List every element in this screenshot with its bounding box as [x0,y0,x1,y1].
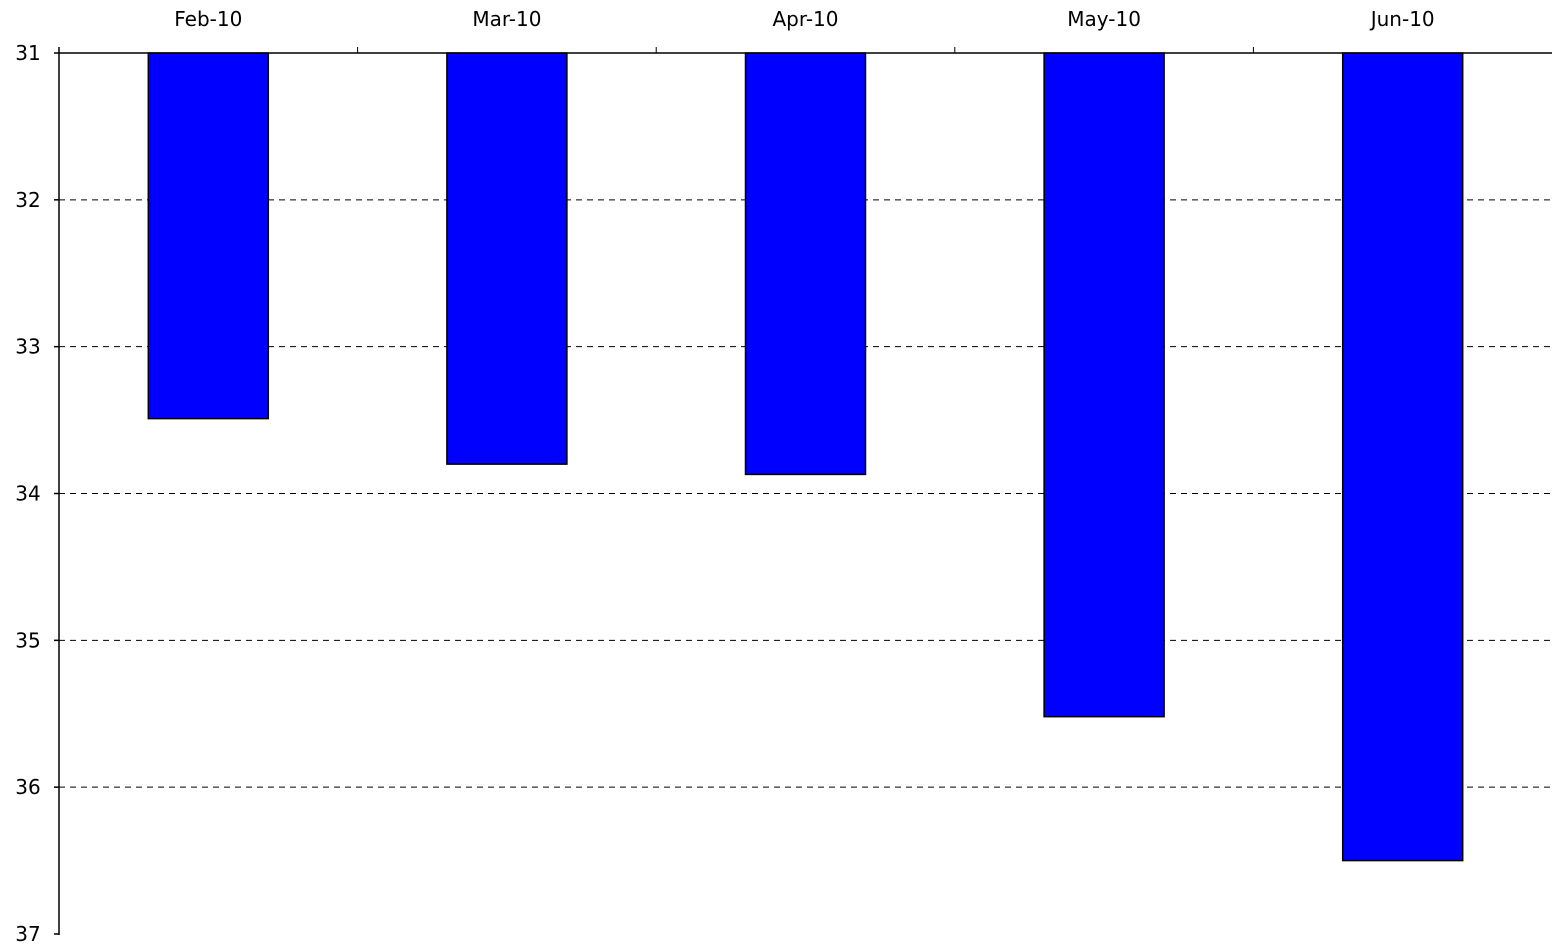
y-tick-label: 35 [15,628,40,652]
x-tick-label: Jun-10 [1369,7,1435,31]
bar [147,52,270,420]
x-tick-label: Mar-10 [472,7,541,31]
bar [1341,52,1464,862]
bars [147,52,1464,862]
grid-lines [59,199,1552,788]
y-tick-label: 37 [15,922,40,944]
y-tick-label: 36 [15,775,40,799]
x-tick-label: Feb-10 [174,7,242,31]
x-tick-label: May-10 [1067,7,1141,31]
bar [744,52,867,476]
y-axis-ticks: 31 32 33 34 35 36 37 [15,41,59,944]
y-tick-label: 33 [15,335,40,359]
y-tick-label: 31 [15,41,40,65]
x-tick-label: Apr-10 [773,7,839,31]
bar [1043,52,1165,718]
x-axis-ticks: Feb-10 Mar-10 Apr-10 May-10 Jun-10 [174,7,1435,53]
bar [446,52,568,465]
y-tick-label: 32 [15,188,40,212]
y-tick-label: 34 [15,482,40,506]
